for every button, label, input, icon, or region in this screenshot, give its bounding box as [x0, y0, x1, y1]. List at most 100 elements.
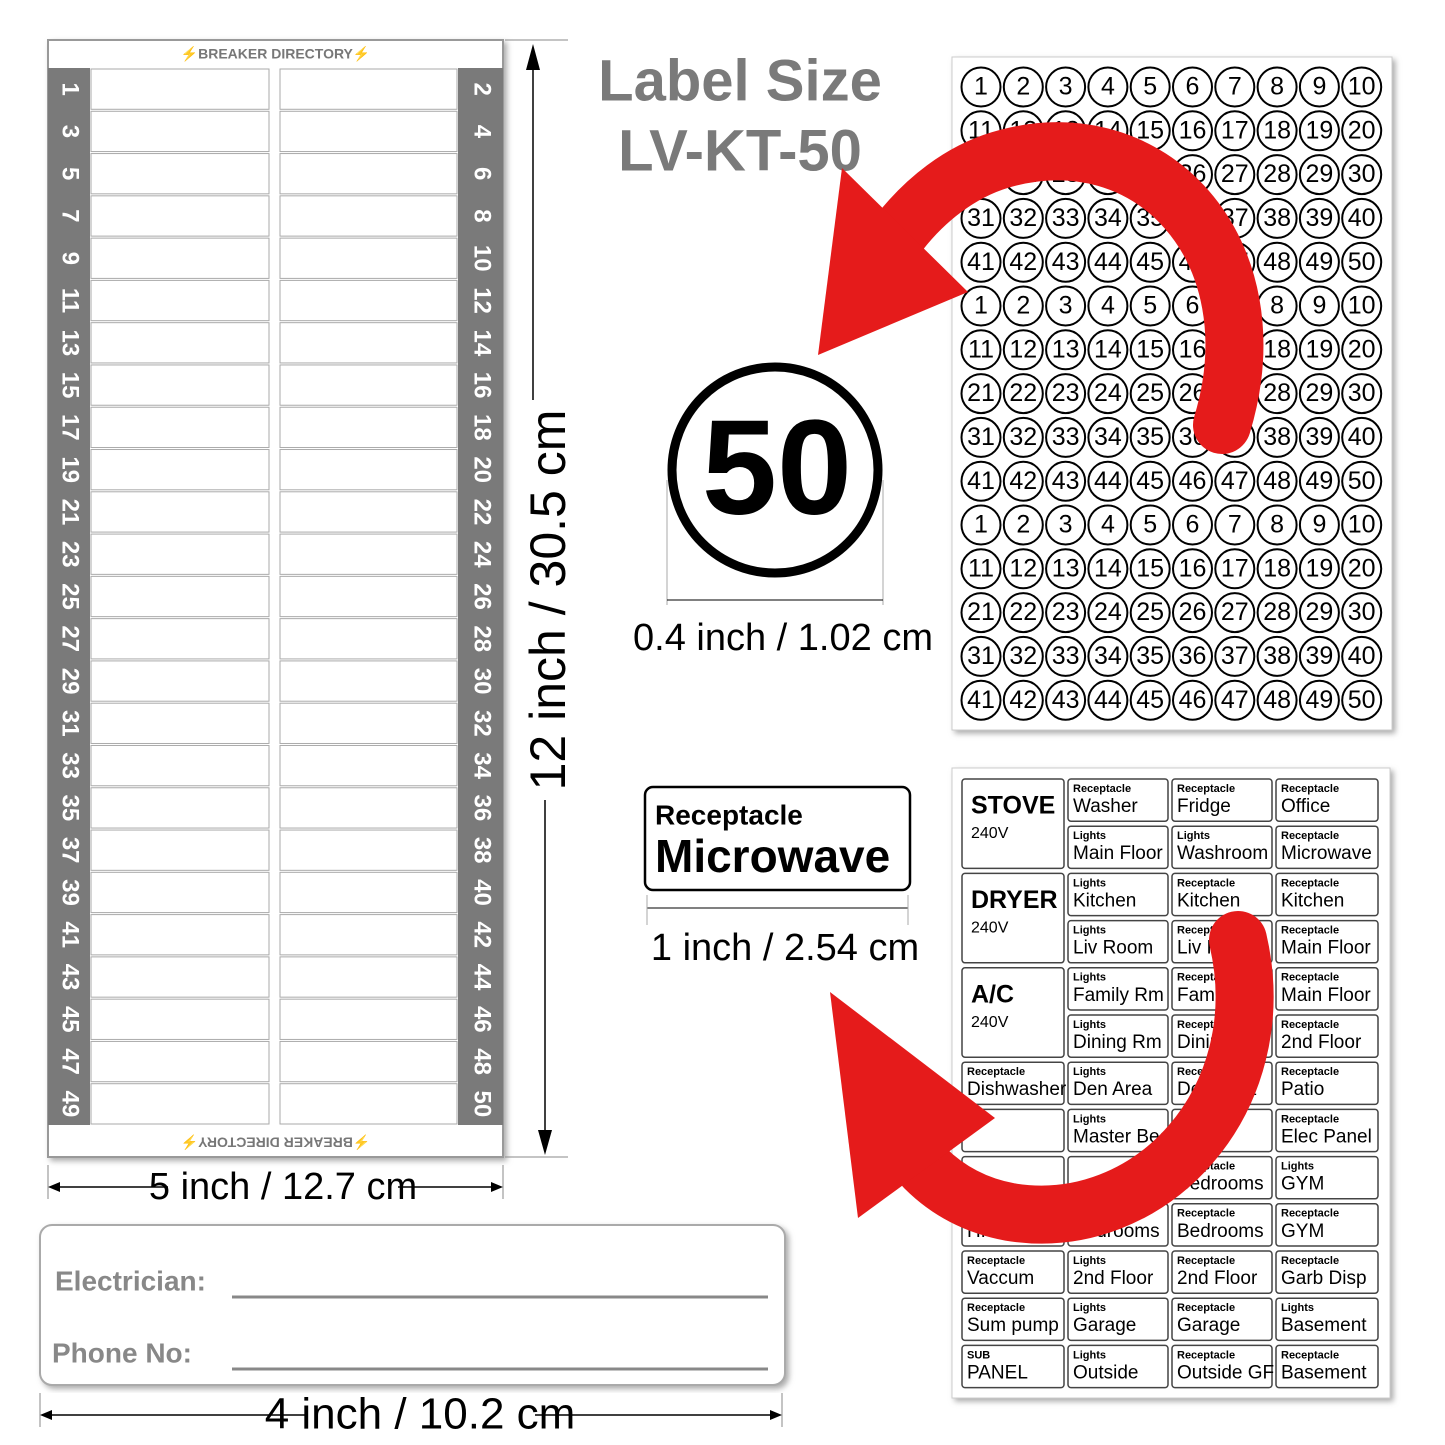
label-big: Main Floor: [1281, 938, 1371, 959]
sticker-number: 40: [1348, 423, 1376, 451]
sample-big: Microwave: [655, 830, 890, 882]
number-sticker: [1087, 460, 1129, 502]
number-sticker: [1087, 548, 1129, 590]
number-sticker: [1298, 548, 1340, 590]
write-line: [279, 110, 458, 153]
write-line: [279, 871, 458, 914]
write-line: [90, 68, 270, 110]
circuit-number: 4: [469, 125, 496, 139]
sticker-number: 17: [1221, 116, 1249, 144]
number-sticker: [1256, 504, 1298, 546]
sticker-number: 43: [1052, 248, 1080, 276]
number-sticker: [1045, 373, 1087, 415]
label-cell: [1171, 778, 1273, 822]
number-sticker: [1087, 416, 1129, 458]
number-sticker: [1341, 460, 1383, 502]
number-strip: [48, 68, 90, 1125]
sticker-number: 46: [1179, 467, 1207, 495]
write-line: [279, 744, 458, 787]
label-cell: [1171, 872, 1273, 917]
number-sticker: [960, 504, 1002, 546]
write-line: [90, 575, 270, 618]
label-big: PANEL: [967, 1362, 1028, 1383]
number-sticker: [1214, 548, 1256, 590]
label-cell: [1275, 967, 1379, 1011]
sticker-number: 3: [1059, 292, 1073, 320]
circuit-number: 5: [57, 167, 84, 180]
label-big: Basement: [1281, 1362, 1367, 1383]
arrow-tip: [770, 1410, 782, 1420]
sticker-number: 31: [967, 423, 995, 451]
label-cell: [1275, 1203, 1379, 1247]
sticker-number: 43: [1052, 686, 1080, 714]
label-small: Receptacle: [1281, 783, 1339, 795]
circuit-number: 22: [469, 499, 496, 526]
circuit-number: 40: [469, 879, 496, 906]
sticker-number: 4: [1101, 511, 1115, 539]
sticker-number: 39: [1305, 204, 1333, 232]
dimension-label: 1 inch / 2.54 cm: [651, 927, 919, 969]
write-line: [90, 744, 270, 787]
circuit-number: 17: [57, 414, 84, 441]
arrows: [818, 122, 1274, 1244]
label-small: Lights: [1073, 1019, 1106, 1031]
sticker-number: 27: [1221, 160, 1249, 188]
circuit-number: 9: [57, 252, 84, 265]
write-line: [90, 998, 270, 1040]
write-line: [90, 829, 270, 871]
number-sticker: [1087, 197, 1129, 239]
arrow-tip: [40, 1410, 52, 1420]
number-sticker: [1298, 592, 1340, 634]
sticker-number: 20: [1348, 116, 1376, 144]
number-sticker: [1045, 241, 1087, 283]
sticker-number: 2: [1016, 511, 1030, 539]
sticker-number: 4: [1101, 292, 1115, 320]
label-sub: 240V: [971, 825, 1009, 842]
number-sticker: [1172, 66, 1213, 108]
number-sticker: [960, 679, 1002, 721]
circuit-number: 41: [57, 921, 84, 948]
label-cell: [1067, 825, 1169, 870]
sticker-number: 10: [1348, 73, 1376, 101]
number-sticker: [960, 285, 1002, 327]
sticker-number: 44: [1094, 467, 1122, 495]
label-cell: [1275, 1344, 1379, 1389]
directory-title: ⚡BREAKER DIRECTORY⚡: [181, 46, 371, 63]
number-sticker: [1129, 285, 1171, 327]
label-big: 2nd Floor: [1073, 1268, 1154, 1289]
dimension-label: 12 inch / 30.5 cm: [520, 410, 576, 791]
number-sticker: [1172, 635, 1213, 677]
label-small: Receptacle: [1281, 1208, 1339, 1220]
circuit-number: 20: [469, 456, 496, 483]
sticker-number: 41: [967, 467, 995, 495]
label-cell: [1275, 1108, 1379, 1153]
number-sticker: [1087, 66, 1129, 108]
circuit-number: 6: [469, 167, 496, 180]
directory-title: ⚡BREAKER DIRECTORY⚡: [181, 1133, 371, 1150]
write-line: [279, 660, 458, 702]
number-sticker: [1341, 592, 1383, 634]
label-big: Outside: [1073, 1362, 1138, 1383]
number-strip: [458, 68, 503, 1125]
number-sticker: [1256, 416, 1298, 458]
sticker-number: 31: [967, 204, 995, 232]
number-sticker: [1129, 460, 1171, 502]
sticker-number: 7: [1228, 73, 1242, 101]
sticker-number: 14: [1094, 335, 1122, 363]
write-line: [90, 237, 270, 279]
sample-circle: [667, 362, 883, 578]
number-sticker: [1341, 635, 1383, 677]
circuit-number: 7: [57, 209, 84, 222]
number-sticker: [1256, 592, 1298, 634]
number-sticker: [960, 635, 1002, 677]
number-sticker: [960, 373, 1002, 415]
circuit-number: 31: [57, 710, 84, 737]
number-sticker: [1045, 504, 1087, 546]
sticker-number: 6: [1186, 511, 1200, 539]
label-cell: [961, 778, 1065, 870]
contact-field: Phone No:: [52, 1337, 192, 1368]
sticker-number: 13: [1052, 554, 1080, 582]
number-sticker: [1214, 679, 1256, 721]
write-line: [90, 279, 270, 322]
